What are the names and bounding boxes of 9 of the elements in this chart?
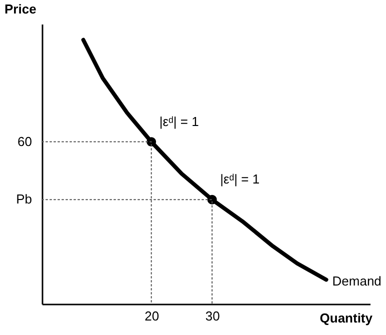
annotation: |εᵈ| = 1 xyxy=(159,114,199,129)
annotation: 60 xyxy=(18,134,32,149)
x-tick-label: 30 xyxy=(205,308,220,324)
annotation: |εᵈ| = 1 xyxy=(220,172,260,187)
x-axis-title: Quantity xyxy=(320,310,374,326)
y-axis-title: Price xyxy=(4,2,36,16)
annotation: Pb xyxy=(16,192,32,207)
x-tick-label: 20 xyxy=(144,308,160,324)
series-label: Demand xyxy=(332,274,382,289)
